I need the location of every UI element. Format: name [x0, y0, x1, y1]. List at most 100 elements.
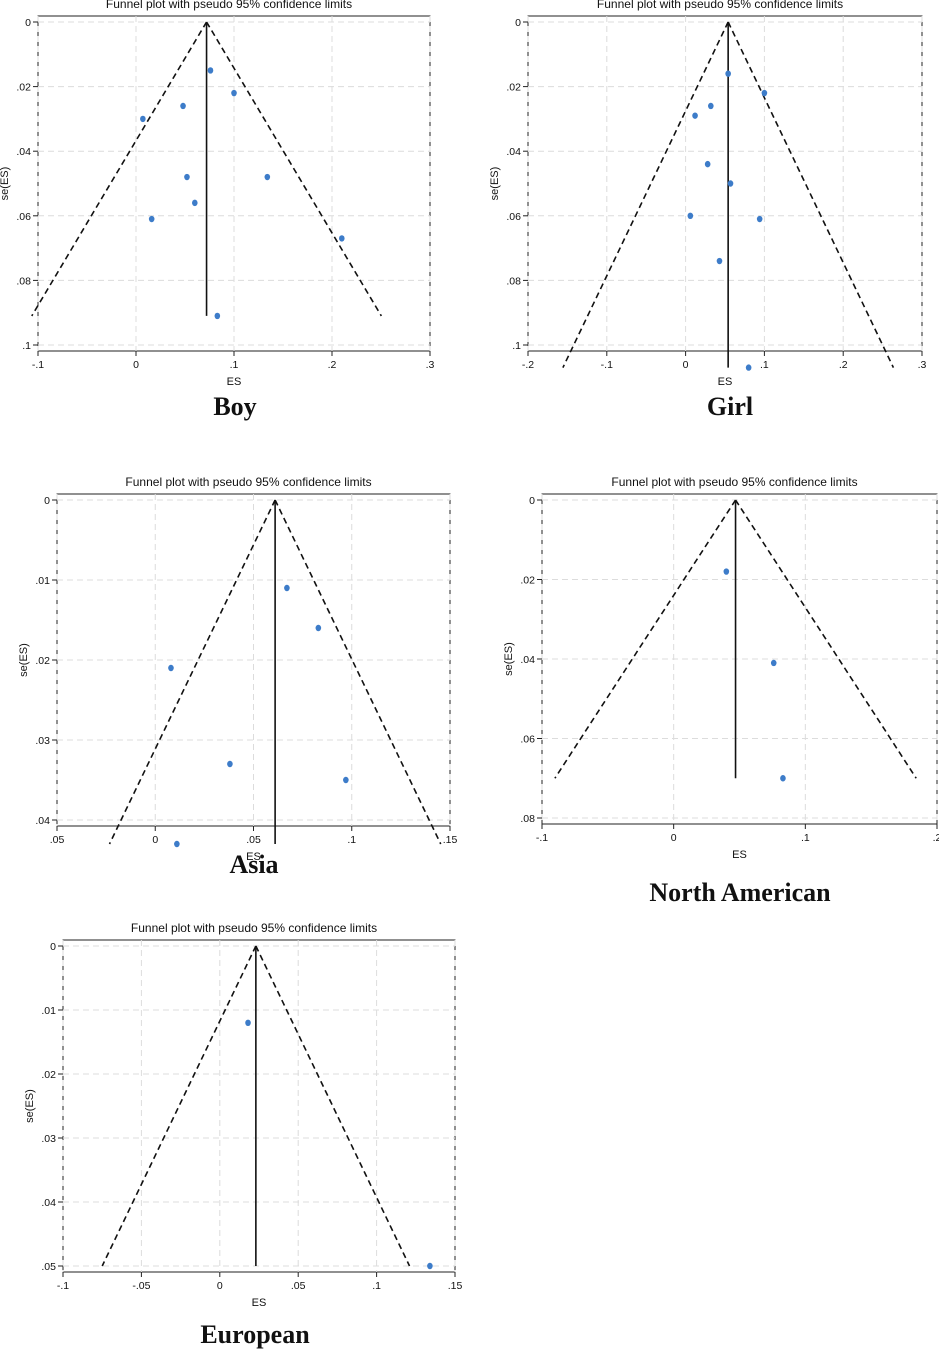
study-point [339, 235, 345, 242]
y-tick-label: .02 [41, 1069, 56, 1081]
chart-title: Funnel plot with pseudo 95% confidence l… [125, 475, 371, 489]
x-tick-label: 0 [671, 832, 677, 844]
y-tick-label: .06 [506, 211, 521, 223]
study-point [427, 1262, 433, 1270]
x-tick-label: 0 [683, 359, 689, 371]
study-point [725, 70, 731, 77]
y-tick-label: .08 [520, 813, 535, 825]
chart-title: Funnel plot with pseudo 95% confidence l… [611, 475, 857, 489]
x-axis-label: ES [718, 376, 733, 388]
chart-title: Funnel plot with pseudo 95% confidence l… [597, 0, 843, 11]
x-tick-label: .1 [372, 1280, 381, 1292]
x-tick-label: .3 [918, 359, 927, 371]
study-point [704, 160, 711, 168]
y-axis-label: se(ES) [18, 643, 30, 677]
study-point [174, 840, 180, 848]
x-axis-label: ES [732, 849, 747, 861]
funnel-panel-asia: .05 0 .05 .1 .15 0 .01 .02 .03 .04 Funnel plot wit… [0, 0, 470, 900]
study-point [184, 173, 190, 181]
study-point [770, 659, 777, 667]
y-tick-label: .04 [16, 146, 31, 158]
study-point [214, 312, 221, 320]
study-point [723, 568, 730, 575]
study-point [192, 199, 198, 207]
x-tick-label: .1 [230, 359, 239, 371]
chart-title: Funnel plot with pseudo 95% confidence l… [106, 0, 352, 11]
study-point [140, 115, 146, 123]
x-axis-label: ES [252, 1297, 267, 1309]
y-tick-label: 0 [50, 941, 56, 953]
x-tick-label: 0 [217, 1280, 223, 1292]
upper-confidence-limit-line [727, 21, 895, 368]
y-tick-label: .03 [41, 1133, 56, 1145]
y-tick-label: .03 [35, 735, 50, 747]
funnel-plot-european: -.1 -.05 0 .05 .1 .15 0 .01 .02 .03 .04 .05 Funnel p… [24, 921, 463, 1309]
study-point [727, 180, 734, 187]
x-tick-label: -.1 [536, 832, 548, 844]
study-point [780, 775, 786, 782]
x-tick-label: -.05 [132, 1280, 150, 1292]
x-tick-label: .1 [347, 834, 356, 846]
x-tick-label: -.1 [601, 359, 613, 371]
x-tick-label: .3 [426, 359, 435, 371]
x-axis-label: ES [246, 851, 261, 863]
funnel-plot-north-american: -.1 0 .1 .2 0 .02 .04 .06 .08 Funnel plot with ps… [503, 475, 939, 861]
y-tick-label: .1 [512, 340, 521, 352]
y-tick-label: .01 [41, 1005, 56, 1017]
y-tick-label: .05 [41, 1261, 56, 1273]
plot-area [62, 939, 456, 1273]
lower-confidence-limit-line [108, 499, 276, 845]
x-tick-label: 0 [152, 834, 158, 846]
x-tick-label: .1 [760, 359, 769, 371]
x-tick-label: .05 [291, 1280, 306, 1292]
y-tick-label: .02 [35, 655, 50, 667]
x-tick-label: .15 [443, 834, 458, 846]
study-point [245, 1019, 251, 1026]
funnel-plot-girl: -.2 -.1 0 .1 .2 .3 0 .02 .04 .06 .08 .1 Funnel plot … [489, 0, 927, 388]
study-point [180, 102, 186, 110]
y-tick-label: .04 [35, 815, 50, 827]
y-tick-label: .08 [16, 275, 31, 287]
y-tick-label: .01 [35, 575, 50, 587]
lower-confidence-limit-line [31, 21, 208, 317]
x-tick-label: .2 [933, 832, 939, 844]
panel-caption: Asia [229, 850, 279, 879]
study-point [148, 215, 155, 223]
upper-confidence-limit-line [734, 499, 917, 779]
x-tick-label: .05 [246, 834, 261, 846]
study-point [284, 584, 290, 592]
study-point [745, 364, 752, 371]
y-tick-label: .08 [506, 275, 521, 287]
funnel-plot-asia: .05 0 .05 .1 .15 0 .01 .02 .03 .04 Funnel plot wit… [18, 475, 458, 863]
y-tick-label: 0 [44, 495, 50, 507]
upper-confidence-limit-line [255, 945, 411, 1267]
study-point [168, 664, 174, 672]
x-tick-label: -.1 [32, 359, 44, 371]
panel-caption: European [200, 1320, 310, 1349]
y-tick-label: .04 [520, 654, 535, 666]
study-point [761, 89, 768, 97]
study-point [207, 67, 214, 74]
study-point [716, 257, 723, 265]
study-point [343, 776, 349, 784]
y-axis-label: se(ES) [0, 167, 11, 201]
y-tick-label: .02 [520, 575, 535, 587]
study-point [315, 624, 322, 632]
y-axis-label: se(ES) [503, 642, 515, 676]
study-point [756, 215, 763, 223]
x-tick-label: .1 [801, 832, 810, 844]
y-axis-label: se(ES) [489, 167, 501, 201]
x-tick-label: .15 [448, 1280, 463, 1292]
lower-confidence-limit-line [101, 945, 257, 1267]
y-axis-label: se(ES) [24, 1089, 36, 1123]
panel-caption: Boy [213, 392, 257, 421]
chart-title: Funnel plot with pseudo 95% confidence l… [131, 921, 377, 935]
x-axis-label: ES [227, 376, 242, 388]
y-tick-label: 0 [25, 17, 31, 29]
study-point [692, 112, 698, 119]
funnel-panel-girl: -.2 -.1 0 .1 .2 .3 0 .02 .04 .06 .08 .1 Funnel plot … [0, 0, 939, 430]
study-point [687, 212, 694, 219]
funnel-panel-european: -.1 -.05 0 .05 .1 .15 0 .01 .02 .03 .04 .05 Funnel p… [24, 921, 463, 1349]
y-tick-label: .06 [520, 734, 535, 746]
x-tick-label: -.1 [57, 1280, 69, 1292]
